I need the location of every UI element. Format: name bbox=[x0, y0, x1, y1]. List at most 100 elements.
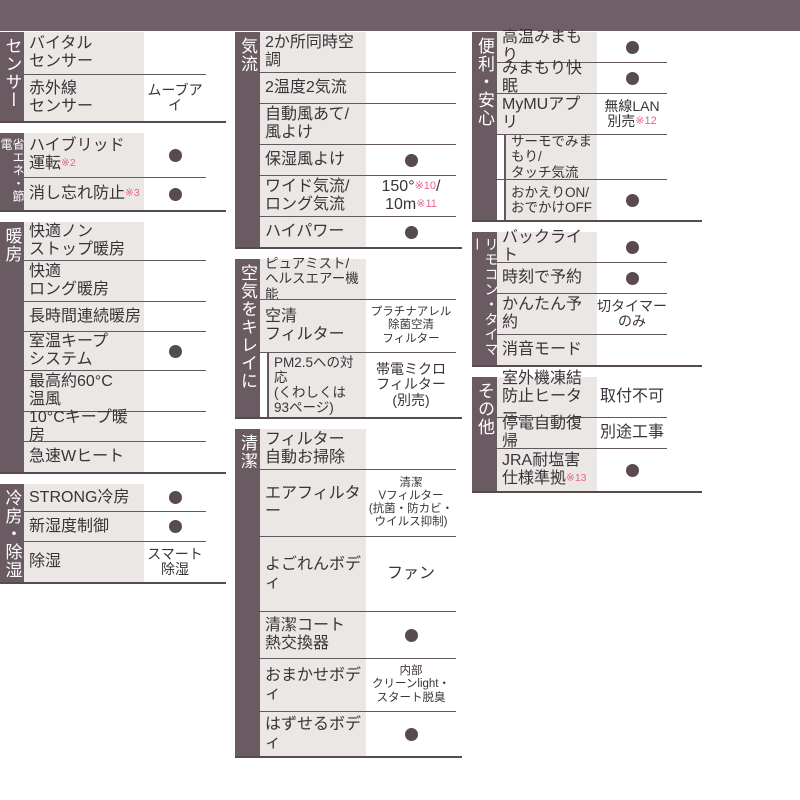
category-label: リモコン・タイマー bbox=[470, 232, 500, 365]
feature-value bbox=[144, 133, 206, 177]
feature-name: エアフィルター bbox=[260, 470, 366, 536]
spec-section: リモコン・タイマー バックライト 時刻で予約 かんたん予約 切タイマー のみ 消音モード bbox=[470, 229, 702, 367]
filled-dot-icon bbox=[404, 628, 418, 642]
feature-name: 除湿 bbox=[24, 542, 144, 582]
category-label: 便利・安心 bbox=[472, 32, 497, 220]
feature-value bbox=[144, 332, 206, 370]
feature-value bbox=[144, 512, 206, 541]
spec-row: エアフィルター 清潔 Vフィルター (抗菌・防カビ・ ウイルス抑制) bbox=[260, 469, 456, 536]
feature-value: 切タイマー のみ bbox=[597, 297, 667, 329]
spec-row: よごれんボディ ファン bbox=[260, 536, 456, 611]
feature-value: 清潔 Vフィルター (抗菌・防カビ・ ウイルス抑制) bbox=[368, 476, 454, 529]
category-label: 暖房 bbox=[0, 222, 24, 472]
section-rows: 2か所同時空調 2温度2気流 自動風あて/風よけ 保湿風よけ ワイド気流/ロング気流 15… bbox=[260, 32, 456, 247]
spec-row: はずせるボディ bbox=[260, 711, 456, 756]
section-rows: STRONG冷房 新湿度制御 除湿 スマート 除湿 bbox=[24, 484, 206, 582]
feature-value bbox=[366, 612, 456, 658]
spec-section: 清潔 フィルター 自動お掃除 エアフィルター 清潔 Vフィルター (抗菌・防カビ・ ウイルス抑… bbox=[235, 429, 462, 758]
category-label: 冷房・除湿 bbox=[0, 484, 24, 582]
spec-row: フィルター 自動お掃除 bbox=[260, 429, 456, 469]
category-label: 省エネ・節電 bbox=[0, 133, 25, 210]
spec-section: 気流 2か所同時空調 2温度2気流 自動風あて/風よけ 保湿風よけ ワイド気流/ロング気流… bbox=[235, 32, 462, 249]
feature-name: ハイブリッド 運転※2 bbox=[24, 133, 144, 177]
feature-value bbox=[366, 104, 456, 144]
spec-row: ハイブリッド 運転※2 bbox=[24, 133, 206, 177]
feature-value: ムーブアイ bbox=[147, 81, 203, 113]
feature-name: 長時間連続暖房 bbox=[24, 302, 144, 331]
feature-name: かんたん予約 bbox=[497, 294, 597, 334]
category-label: センサー bbox=[0, 32, 24, 121]
feature-name: 快適ノン ストップ暖房 bbox=[24, 222, 144, 260]
spec-row: 最高約60°C 温風 bbox=[24, 370, 206, 411]
feature-name: 赤外線 センサー bbox=[24, 75, 144, 121]
spec-row: みまもり快眠 bbox=[497, 60, 667, 95]
section-rows: バイタル センサー 赤外線 センサー ムーブアイ bbox=[24, 32, 206, 121]
feature-name: バイタル センサー bbox=[24, 32, 144, 74]
spec-row: 快適ノン ストップ暖房 bbox=[24, 222, 206, 260]
spec-row: 高温みまもり bbox=[497, 29, 667, 64]
feature-name: 10°Cキープ暖房 bbox=[24, 409, 144, 444]
section-rows: 室外機凍結 防止ヒーター 取付不可 停電自動復帰 別途工事 JRA耐塩害 仕様準拠※13 bbox=[497, 370, 667, 491]
section-rows: 高温みまもり みまもり快眠 MyMUアプリ 無線LAN 別売※12 サーモでみまもり/タッ… bbox=[497, 29, 667, 220]
spec-row: おまかせボディ 内部 クリーンlight・ スタート脱臭 bbox=[260, 658, 456, 711]
feature-value bbox=[144, 412, 206, 441]
spec-row: 消し忘れ防止※3 bbox=[24, 177, 206, 210]
feature-value: 150°※10/10m※11 bbox=[381, 178, 441, 213]
feature-value bbox=[144, 32, 206, 74]
feature-value bbox=[597, 263, 667, 293]
feature-value bbox=[597, 135, 667, 179]
note-reference: ※13 bbox=[566, 472, 587, 484]
feature-name: MyMUアプリ bbox=[497, 94, 597, 134]
spec-table-left: センサー バイタル センサー 赤外線 センサー ムーブアイ省エネ・節電 ハイブリッド 運転※2… bbox=[0, 32, 226, 584]
spec-row: 停電自動復帰 別途工事 bbox=[497, 415, 667, 450]
spec-row: PM2.5への対応 (くわしくは 93ページ) 帯電ミクロ フィルター (別売) bbox=[260, 352, 456, 417]
feature-name: ワイド気流/ロング気流 bbox=[260, 176, 366, 216]
spec-row: バイタル センサー bbox=[24, 32, 206, 74]
filled-dot-icon bbox=[168, 520, 182, 533]
feature-name: サーモでみまもり/タッチ気流 bbox=[504, 134, 597, 180]
feature-value bbox=[144, 442, 206, 472]
spec-section: その他 室外機凍結 防止ヒーター 取付不可 停電自動復帰 別途工事 JRA耐塩害 仕様準拠※1… bbox=[472, 370, 702, 493]
note-reference: ※12 bbox=[635, 115, 657, 127]
spec-row: 2か所同時空調 bbox=[260, 32, 456, 72]
category-label: 気流 bbox=[235, 32, 260, 247]
feature-name: 室温キープ システム bbox=[24, 332, 144, 370]
feature-value bbox=[366, 32, 456, 72]
spec-row: STRONG冷房 bbox=[24, 484, 206, 511]
feature-name: 消音モード bbox=[497, 335, 597, 365]
category-label: 空気をキレイに bbox=[235, 259, 260, 417]
feature-value bbox=[366, 429, 456, 469]
spec-row: 自動風あて/風よけ bbox=[260, 103, 456, 144]
note-reference: ※3 bbox=[125, 187, 140, 200]
feature-name: 空清 フィルター bbox=[260, 300, 366, 352]
feature-name: 停電自動復帰 bbox=[497, 415, 597, 450]
feature-value: 内部 クリーンlight・ スタート脱臭 bbox=[371, 665, 451, 704]
spec-row: 急速Wヒート bbox=[24, 441, 206, 472]
feature-value bbox=[366, 145, 456, 175]
feature-value bbox=[366, 712, 456, 756]
spec-row: ワイド気流/ロング気流 150°※10/10m※11 bbox=[260, 175, 456, 216]
feature-value bbox=[366, 73, 456, 103]
feature-value: スマート 除湿 bbox=[147, 545, 203, 577]
spec-row: 快適 ロング暖房 bbox=[24, 260, 206, 301]
feature-name: JRA耐塩害 仕様準拠※13 bbox=[497, 449, 597, 491]
filled-dot-icon bbox=[404, 153, 418, 167]
spec-row: 保湿風よけ bbox=[260, 144, 456, 175]
feature-value bbox=[366, 259, 456, 299]
spec-row: おかえりON/おでかけOFF bbox=[497, 179, 667, 220]
spec-row: 新湿度制御 bbox=[24, 511, 206, 541]
feature-name: 急速Wヒート bbox=[24, 442, 144, 472]
spec-section: 冷房・除湿 STRONG冷房 新湿度制御 除湿 スマート 除湿 bbox=[0, 484, 226, 584]
spec-row: 清潔コート 熱交換器 bbox=[260, 611, 456, 658]
feature-value bbox=[144, 302, 206, 331]
feature-name: 新湿度制御 bbox=[24, 512, 144, 541]
feature-name: 自動風あて/風よけ bbox=[260, 104, 366, 144]
section-rows: ハイブリッド 運転※2 消し忘れ防止※3 bbox=[24, 133, 206, 210]
filled-dot-icon bbox=[168, 148, 182, 162]
feature-name: 最高約60°C 温風 bbox=[24, 371, 144, 411]
filled-dot-icon bbox=[625, 463, 639, 477]
spec-row: ハイパワー bbox=[260, 216, 456, 247]
feature-value bbox=[597, 232, 667, 262]
spec-row: 空清 フィルター プラチナアレル 除菌空清 フィルター bbox=[260, 299, 456, 352]
